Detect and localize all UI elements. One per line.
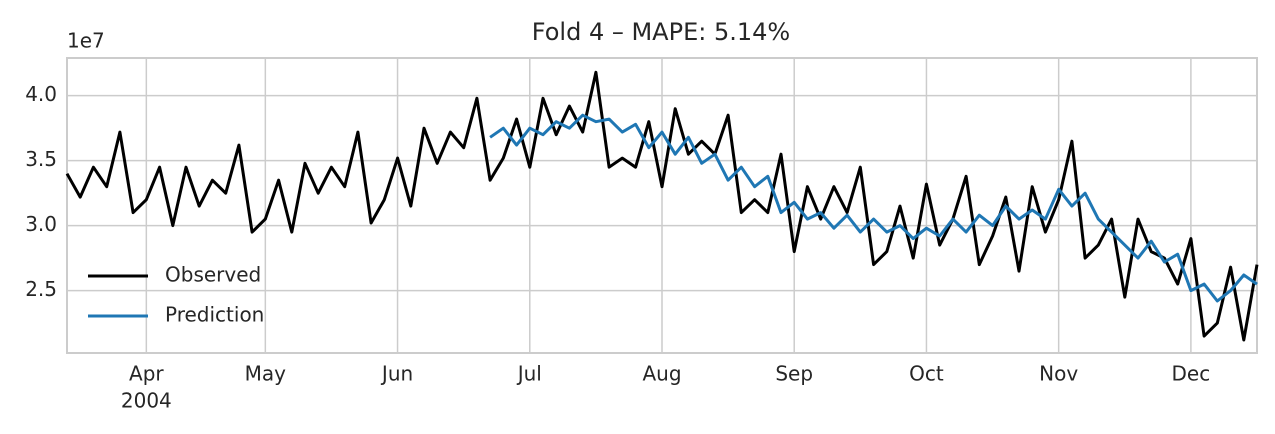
x-tick-label: Aug — [642, 362, 681, 386]
series-line — [65, 70, 1259, 342]
legend-label: Observed — [165, 263, 261, 287]
x-tick-label: Jun — [380, 362, 413, 386]
y-tick-label: 2.5 — [25, 277, 57, 301]
x-tick-label: Dec — [1172, 362, 1211, 386]
series-line — [489, 113, 1258, 303]
y-tick-label: 3.5 — [25, 147, 57, 171]
x-tick-label: Apr — [129, 362, 164, 386]
chart-title: Fold 4 – MAPE: 5.14% — [532, 18, 790, 46]
x-year-label: 2004 — [121, 389, 172, 413]
legend-label: Prediction — [165, 303, 264, 327]
x-tick-label: Sep — [775, 362, 813, 386]
plot-frame — [66, 57, 1258, 354]
y-tick-label: 3.0 — [25, 212, 57, 236]
x-tick-label: Oct — [909, 362, 944, 386]
x-tick-label: Jul — [516, 362, 542, 386]
x-tick-label: Nov — [1039, 362, 1078, 386]
offset-label: 1e7 — [67, 29, 105, 53]
y-tick-label: 4.0 — [25, 82, 57, 106]
x-tick-label: May — [245, 362, 287, 386]
